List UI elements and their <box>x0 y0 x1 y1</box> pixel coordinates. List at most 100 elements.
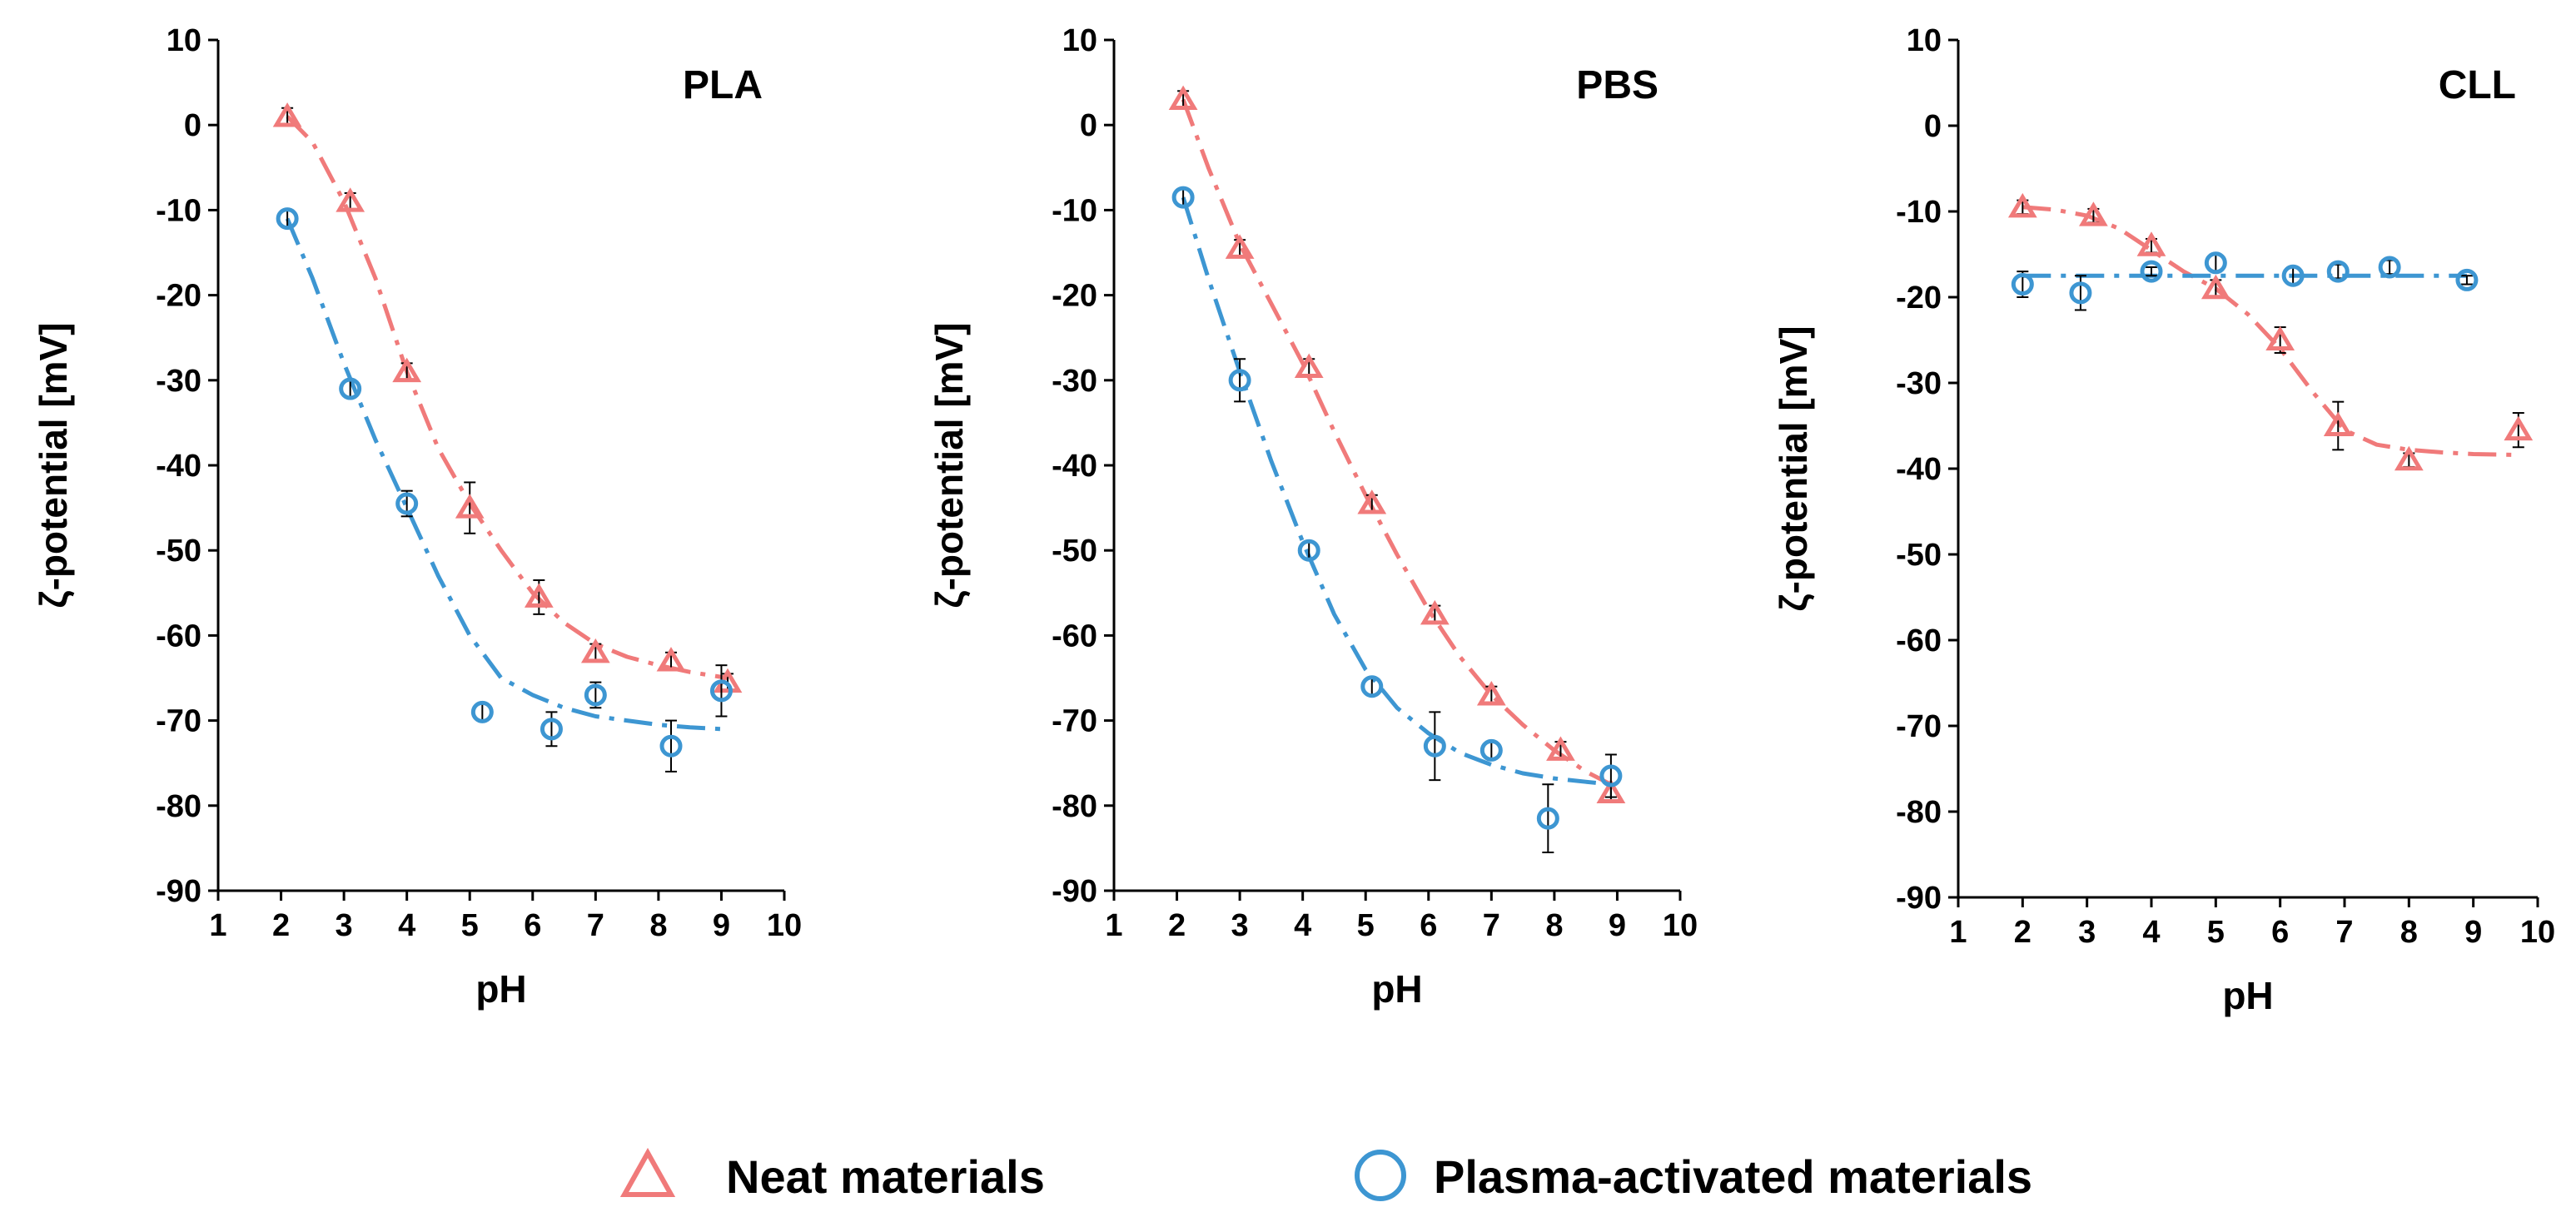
y-tick-label: -10 <box>156 193 201 228</box>
circle-icon <box>1355 1150 1406 1201</box>
x-tick-label: 2 <box>1168 908 1186 943</box>
x-tick-label: 10 <box>767 908 802 943</box>
data-point-triangle <box>1294 353 1324 378</box>
data-point-circle <box>709 679 733 703</box>
data-point-triangle <box>2394 445 2424 471</box>
x-tick-label: 5 <box>461 908 479 943</box>
y-tick-label: -20 <box>156 279 201 314</box>
x-axis-title: pH <box>1371 967 1422 1011</box>
y-tick-label: -80 <box>1896 795 1942 830</box>
y-tick-label: -60 <box>156 618 201 653</box>
data-point-triangle <box>656 647 686 672</box>
data-point-triangle <box>336 187 366 212</box>
y-tick-label: 0 <box>1080 108 1097 143</box>
y-tick-label: -90 <box>1052 874 1097 909</box>
y-tick-label: -80 <box>156 789 201 824</box>
y-tick-label: -90 <box>1896 881 1942 916</box>
chart-panel-pbs: 10 0 -10 -20 -30 -40 -50 -60 -70 -80 -901 2 3 4 5 6 7 8 9 1… <box>927 23 1698 1011</box>
chart-panel-cll: 10 0 -10 -20 -30 -40 -50 -60 -70 -80 -901 2 3 4 5 6 7 8 9 1… <box>1772 23 2555 1017</box>
data-point-circle <box>276 207 299 231</box>
y-tick-label: 10 <box>1907 23 1942 58</box>
legend: Neat materials Plasma-activated material… <box>619 1147 2032 1203</box>
data-point-circle <box>2140 260 2163 283</box>
data-point-circle <box>1171 186 1195 209</box>
y-tick-label: -70 <box>1896 709 1942 744</box>
data-point-circle <box>339 377 362 400</box>
data-point-circle <box>2455 268 2479 291</box>
fit-line <box>1181 196 1612 787</box>
y-tick-label: -20 <box>1896 281 1942 315</box>
data-point-triangle <box>1596 778 1626 803</box>
y-tick-label: -80 <box>1052 789 1097 824</box>
data-point-triangle <box>272 102 302 127</box>
data-point-circle <box>659 734 683 758</box>
x-axis-title: pH <box>475 967 526 1011</box>
x-tick-label: 3 <box>2078 915 2096 950</box>
x-tick-label: 2 <box>2014 915 2031 950</box>
fit-line <box>286 115 729 680</box>
y-axis-title: ζ-potential [mV] <box>1772 325 1815 611</box>
y-axis-title: ζ-potential [mV] <box>927 322 971 608</box>
data-point-circle <box>584 683 607 707</box>
x-tick-label: 1 <box>209 908 226 943</box>
data-point-circle <box>2378 256 2401 279</box>
data-point-circle <box>470 700 494 723</box>
data-point-triangle <box>580 638 610 663</box>
series-neat <box>1168 85 1626 803</box>
legend-item-neat: Neat materials <box>619 1147 1045 1203</box>
data-point-triangle <box>1357 489 1387 514</box>
x-tick-label: 9 <box>2464 915 2482 950</box>
data-point-circle <box>1536 807 1559 830</box>
data-point-triangle <box>2201 274 2230 300</box>
data-point-circle <box>1297 539 1320 562</box>
data-point-triangle <box>1168 85 1198 111</box>
data-point-triangle <box>2323 411 2353 436</box>
y-tick-label: 0 <box>1924 109 1942 144</box>
y-tick-label: -40 <box>1896 452 1942 487</box>
data-point-triangle <box>455 494 485 519</box>
fit-line <box>1181 98 1613 787</box>
fit-line <box>285 217 722 732</box>
data-point-circle <box>1423 734 1446 758</box>
x-tick-label: 3 <box>336 908 353 943</box>
x-tick-label: 5 <box>2207 915 2225 950</box>
data-point-circle <box>540 718 563 741</box>
panel-title: PLA <box>683 63 763 107</box>
data-point-triangle <box>2136 231 2166 256</box>
data-point-triangle <box>1225 234 1255 259</box>
y-tick-label: -30 <box>1052 364 1097 399</box>
x-tick-label: 7 <box>2335 915 2353 950</box>
y-tick-label: 0 <box>184 108 201 143</box>
data-point-circle <box>2326 260 2350 283</box>
data-point-triangle <box>524 583 554 608</box>
data-point-circle <box>1360 675 1384 698</box>
x-tick-label: 6 <box>2271 915 2289 950</box>
series-plasma <box>2011 251 2479 311</box>
x-tick-label: 3 <box>1231 908 1249 943</box>
legend-label-plasma: Plasma-activated materials <box>1434 1150 2032 1203</box>
x-tick-label: 2 <box>272 908 290 943</box>
y-tick-label: -60 <box>1052 618 1097 653</box>
y-axis-title: ζ-potential [mV] <box>32 322 75 608</box>
series-neat <box>2007 192 2534 471</box>
x-tick-label: 8 <box>1545 908 1563 943</box>
data-point-triangle <box>2007 192 2037 218</box>
x-tick-label: 1 <box>1949 915 1967 950</box>
y-tick-label: -10 <box>1896 195 1942 230</box>
y-tick-label: -30 <box>156 364 201 399</box>
data-point-circle <box>2281 264 2305 287</box>
data-point-circle <box>1228 369 1251 392</box>
x-tick-label: 8 <box>2400 915 2418 950</box>
series-plasma <box>1171 186 1623 854</box>
data-point-triangle <box>2079 201 2108 226</box>
data-point-circle <box>2204 251 2227 275</box>
y-tick-label: -10 <box>1052 193 1097 228</box>
y-tick-label: -50 <box>1052 534 1097 569</box>
x-tick-label: 6 <box>524 908 541 943</box>
chart-panel-pla: 10 0 -10 -20 -30 -40 -50 -60 -70 -80 -901 2 3 4 5 6 7 8 9 1… <box>32 23 802 1011</box>
x-tick-label: 6 <box>1420 908 1437 943</box>
panel-title: CLL <box>2439 63 2516 107</box>
y-tick-label: -20 <box>1052 279 1097 314</box>
legend-label-neat: Neat materials <box>726 1150 1045 1203</box>
